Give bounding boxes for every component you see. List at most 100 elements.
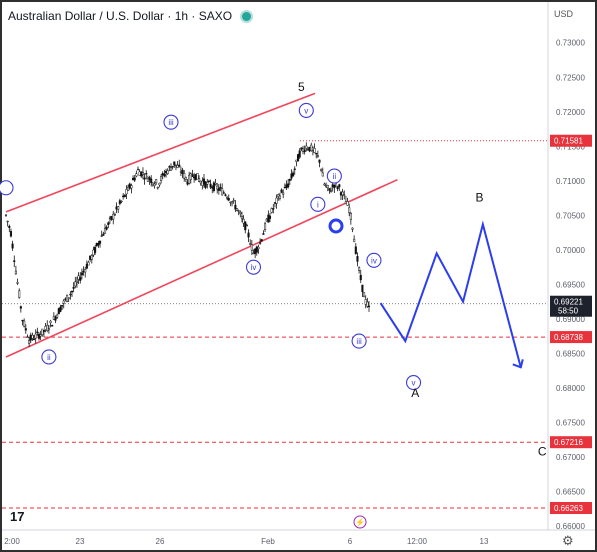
y-tick-label: 0.69500 — [556, 280, 585, 289]
candle-body — [122, 195, 125, 198]
candle-body — [313, 148, 316, 153]
candle-body — [250, 244, 253, 251]
wave-label-circle — [163, 114, 179, 130]
candle-body — [219, 187, 222, 189]
candle-body — [346, 201, 349, 206]
candle-body — [158, 182, 161, 186]
y-tick-label: 0.66000 — [556, 522, 585, 531]
wave-label-text: i — [317, 200, 319, 209]
candle-body — [193, 176, 196, 179]
candle-body — [234, 204, 237, 210]
y-tick-label: 0.68000 — [556, 384, 585, 393]
wave-label-text: iii — [168, 118, 174, 127]
x-tick-label: 12:00 — [407, 537, 428, 546]
candle-body — [344, 201, 347, 205]
candle-body — [293, 168, 296, 170]
candle-body — [102, 233, 105, 236]
candle-body — [268, 215, 272, 219]
projection-arrowhead — [512, 359, 524, 369]
x-tick-label: 13 — [480, 537, 489, 546]
y-tick-label: 0.72000 — [556, 108, 585, 117]
symbol-title[interactable]: Australian Dollar / U.S. Dollar · 1h · S… — [8, 9, 233, 23]
countdown-label: 58:50 — [558, 307, 579, 316]
candle-body — [277, 194, 280, 197]
candle-body — [194, 174, 197, 181]
y-tick-label: 0.70000 — [556, 246, 585, 255]
gear-icon[interactable]: ⚙ — [562, 533, 574, 548]
candle-body — [356, 256, 359, 262]
candle-body — [8, 225, 11, 228]
candle-body — [61, 305, 64, 307]
candle-body — [163, 173, 166, 177]
candle-body — [275, 197, 278, 204]
y-tick-label: 0.67000 — [556, 453, 585, 462]
candle-body — [75, 280, 79, 283]
candle-body — [95, 242, 98, 247]
candle-body — [318, 159, 321, 163]
candle-body — [288, 178, 291, 181]
currency-selector[interactable]: USD — [553, 9, 573, 19]
candle-body — [173, 161, 176, 166]
candle-body — [245, 224, 248, 227]
candle-body — [297, 154, 300, 162]
candle-body — [34, 333, 37, 339]
x-tick-label: 2:00 — [4, 537, 20, 546]
candle-body — [59, 306, 62, 312]
candle-body — [252, 252, 255, 255]
candle-body — [146, 178, 149, 182]
candle-body — [231, 201, 234, 204]
wave-label-text: ii — [333, 172, 337, 181]
wave-label-circle — [245, 259, 262, 275]
candle-body — [224, 194, 227, 196]
candle-body — [184, 176, 187, 180]
candle-body — [363, 292, 366, 298]
candle-body — [113, 214, 116, 216]
candle-body — [343, 194, 346, 196]
candle-body — [191, 174, 194, 177]
candle-body — [4, 214, 8, 216]
candle-body — [97, 242, 100, 246]
candle-body — [222, 192, 225, 194]
candle-body — [64, 298, 67, 300]
candle-body — [262, 233, 265, 235]
candle-body — [181, 169, 184, 175]
candle-body — [255, 246, 258, 253]
candle-body — [338, 184, 341, 188]
candle-body — [99, 240, 102, 244]
candle-body — [85, 263, 88, 269]
y-axis[interactable]: 0.73000 0.72500 0.72000 0.71500 0.71000 0.705… — [556, 39, 585, 531]
candle-body — [39, 334, 42, 337]
candle-body — [108, 217, 112, 220]
wave-label-circle — [0, 180, 14, 196]
candle-body — [18, 290, 21, 298]
candle-body — [125, 189, 128, 195]
candle-body — [66, 294, 69, 303]
candle-body — [226, 197, 229, 199]
y-tick-label: 0.73000 — [556, 39, 585, 48]
y-tick-label: 0.68500 — [556, 350, 585, 359]
candle-body — [257, 246, 260, 250]
candle-body — [330, 190, 333, 193]
candle-body — [331, 184, 334, 187]
candle-body — [298, 150, 301, 158]
candle-body — [92, 249, 95, 256]
breakout-marker — [328, 218, 344, 234]
candle-body — [52, 316, 55, 320]
x-tick-label: 23 — [76, 537, 85, 546]
candle-body — [209, 183, 212, 188]
candle-body — [138, 171, 141, 177]
candle-body — [47, 328, 50, 331]
candle-body — [204, 181, 207, 188]
candle-body — [188, 174, 191, 184]
current-price-tag — [550, 295, 592, 317]
candle-body — [46, 324, 49, 331]
candle-body — [19, 306, 22, 309]
candle-body — [171, 165, 174, 168]
candle-body — [315, 152, 318, 155]
candle-body — [127, 186, 130, 191]
candle-body — [155, 179, 158, 184]
x-axis[interactable]: 2:00 23 26 Feb 6 12:00 13 — [4, 537, 489, 546]
channel-layer — [5, 92, 398, 358]
